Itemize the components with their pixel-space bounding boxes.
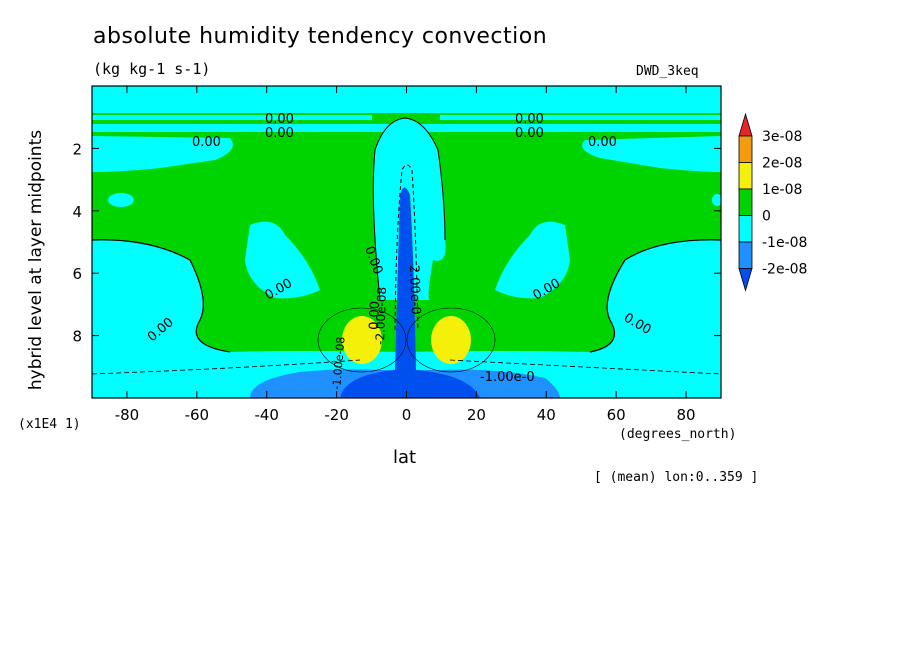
x-tick-label: 80	[677, 406, 696, 424]
x-tick-label: 60	[607, 406, 626, 424]
field-lower-region	[92, 239, 721, 398]
contour-zero-left	[92, 239, 231, 353]
colorbar-label: 1e-08	[762, 182, 802, 198]
field-top-stripe-2	[440, 115, 721, 120]
colorbar-label: 0	[762, 209, 771, 225]
colorbar-label: 3e-08	[762, 129, 802, 145]
colorbar-top-triangle	[738, 112, 753, 137]
contour-label: 0.00	[367, 301, 383, 330]
contour-label: -1.00e-0	[480, 370, 535, 385]
contour-label: -1.00e-08	[330, 336, 348, 390]
field-top-stripe-1	[92, 115, 372, 120]
field-upper-left-lobe	[92, 136, 233, 172]
contour-label: 0.00	[515, 126, 544, 141]
x-tick-label: 20	[467, 406, 486, 424]
contour-label: 0.00	[265, 126, 294, 141]
field-upper-right-lobe	[582, 136, 721, 172]
colorbar-swatch	[738, 162, 753, 190]
chart-title: absolute humidity tendency convection	[93, 24, 548, 49]
x-tick-label: 0	[402, 406, 412, 424]
contour-label: 0.00	[515, 112, 544, 127]
y-tick-label: 8	[72, 328, 82, 346]
colorbar-bottom-triangle	[738, 268, 753, 292]
colorbar-label: 2e-08	[762, 156, 802, 172]
field-core	[340, 187, 480, 398]
x-tick-label: -40	[254, 406, 279, 424]
field-positive-cell-right	[431, 316, 471, 364]
colorbar: 3e-08 2e-08 1e-08 0 -1e-08 -2e-08	[738, 112, 807, 292]
x-tick-label: 40	[537, 406, 556, 424]
x-tick-label: -60	[185, 406, 210, 424]
y-tick-label: 2	[72, 140, 82, 158]
colorbar-label: -2e-08	[762, 262, 807, 278]
colorbar-swatch	[738, 188, 753, 216]
contour-zero-right	[589, 239, 721, 353]
field-positive-cell-left	[342, 316, 382, 364]
field-inner-left-lobe	[245, 221, 320, 299]
colorbar-swatch	[738, 135, 753, 163]
source-label: DWD_3keq	[636, 64, 699, 79]
colorbar-swatch	[738, 241, 753, 269]
contour-label: 0.00	[265, 112, 294, 127]
y-tick-label: 6	[72, 265, 82, 283]
y-tick-label: 4	[72, 203, 82, 221]
footnote-label: [ (mean) lon:0..359 ]	[594, 470, 759, 485]
colorbar-label: -1e-08	[762, 235, 807, 251]
units-label: (kg kg-1 s-1)	[93, 60, 211, 78]
field-inner-right-lobe	[495, 221, 570, 299]
contour-ring-right	[406, 307, 496, 373]
contour-label: 0.00	[588, 135, 617, 150]
x-axis-label: lat	[393, 447, 417, 468]
x-tick-label: -80	[115, 406, 140, 424]
field-small-blob-right	[712, 194, 721, 206]
y-scale-note: (x1E4 1)	[18, 417, 81, 432]
contour-label: 0.00	[192, 135, 221, 150]
x-units-label: (degrees_north)	[619, 427, 737, 442]
contour-core-dashed	[394, 164, 419, 331]
contour-dashed-low	[92, 359, 721, 375]
contour-label: 2.00e-0	[406, 265, 423, 315]
contour-plume-outline	[372, 117, 446, 301]
field-small-blob-left	[108, 193, 134, 207]
colorbar-swatch	[738, 215, 753, 243]
x-tick-label: -20	[324, 406, 349, 424]
contour-label: -2.00e-08	[373, 287, 389, 345]
contour-ring-left	[317, 307, 407, 373]
axes-group: -80 -60 -40 -20 0 20 40 60 80 2 4 6 8	[72, 86, 721, 424]
